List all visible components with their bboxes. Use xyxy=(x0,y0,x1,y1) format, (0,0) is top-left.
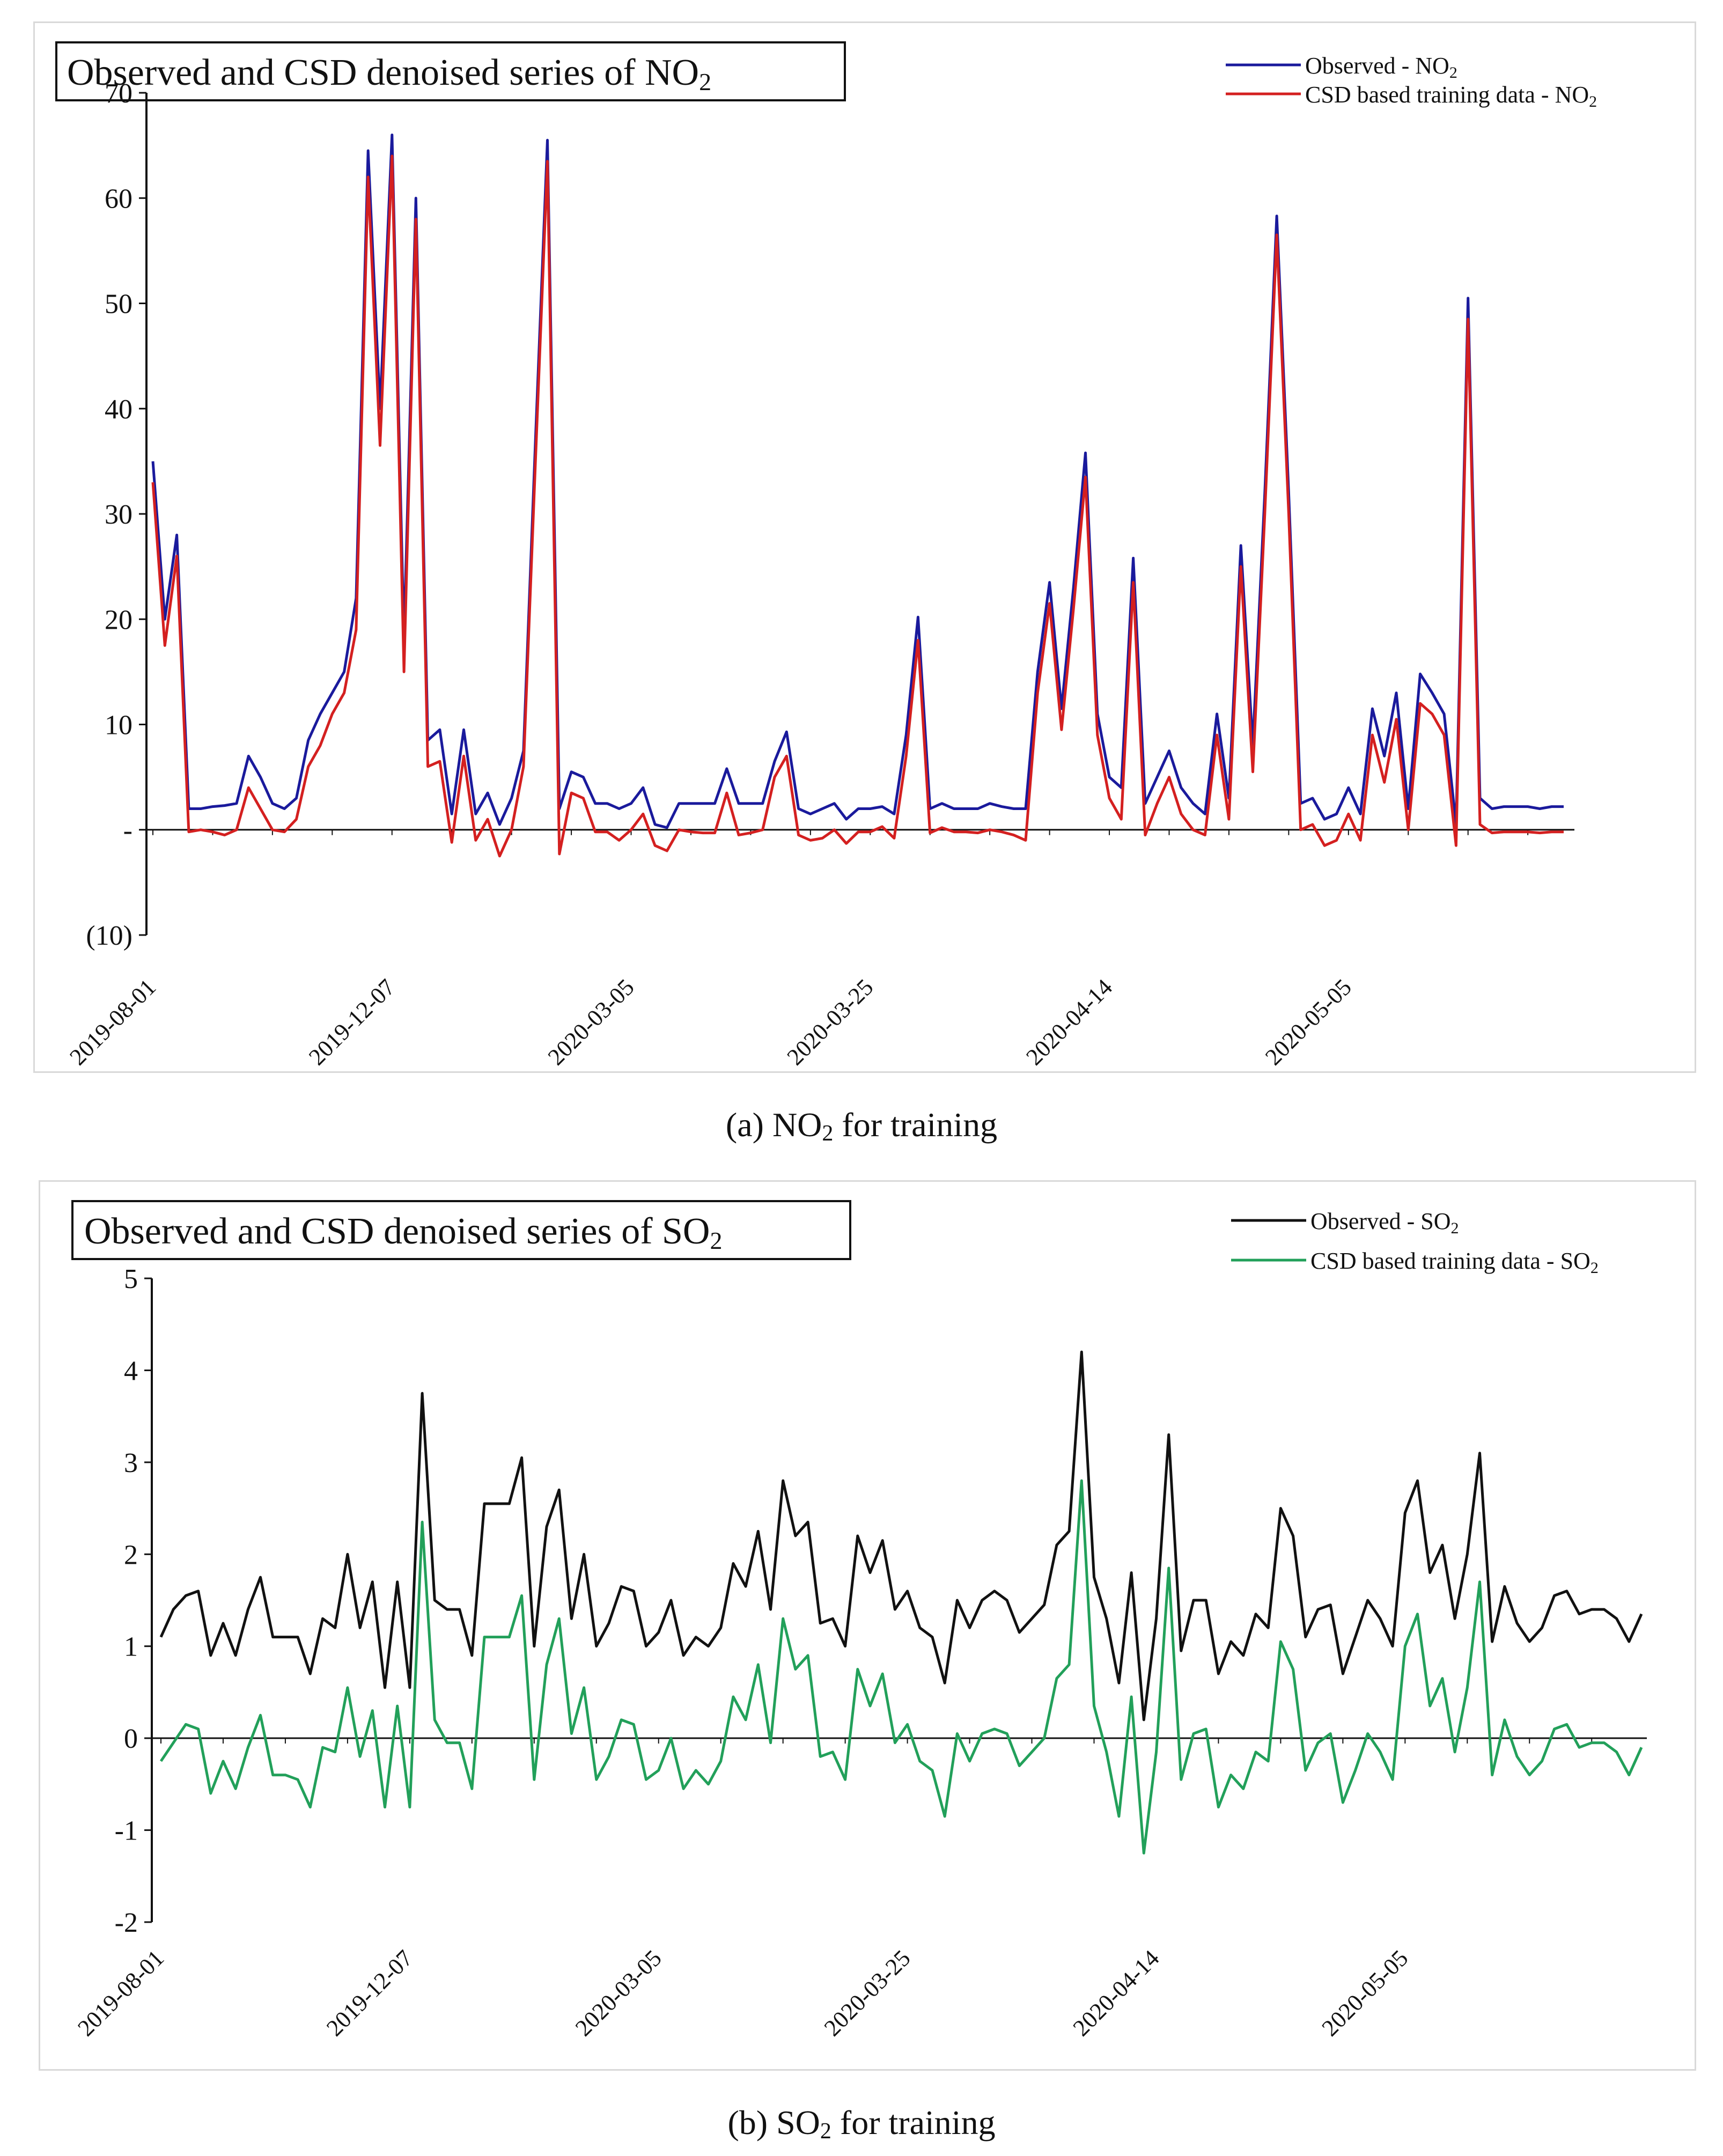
y-tick-label: 3 xyxy=(124,1448,138,1478)
y-tick-label: - xyxy=(123,815,132,846)
x-date-label: 2020-05-05 xyxy=(1260,974,1357,1070)
y-tick-label: -2 xyxy=(115,1908,138,1938)
series-line-training xyxy=(151,154,1564,858)
no2-series xyxy=(151,134,1564,858)
series-line-training xyxy=(159,1479,1643,1855)
caption-so2: (b) SO2 for training xyxy=(727,2103,996,2144)
series-line-observed xyxy=(151,134,1564,829)
chart-panel-no2: Observed and CSD denoised series of NO2 … xyxy=(33,21,1696,1073)
y-tick-label: 30 xyxy=(105,499,132,530)
no2-chart-title: Observed and CSD denoised series of NO2 xyxy=(67,52,711,95)
x-date-label: 2020-03-25 xyxy=(819,1945,916,2041)
y-tick-label: (10) xyxy=(86,921,132,951)
y-tick-label: 0 xyxy=(124,1724,138,1754)
legend-label-training-no2: CSD based training data - NO2 xyxy=(1305,82,1597,111)
no2-title-box xyxy=(55,41,846,101)
y-tick-label: 10 xyxy=(105,710,132,741)
y-tick-label: 50 xyxy=(105,289,132,320)
y-tick-label: 40 xyxy=(105,394,132,425)
x-date-label: 2019-08-01 xyxy=(64,974,161,1070)
chart-panel-so2: Observed and CSD denoised series of SO2 … xyxy=(39,1180,1696,2071)
y-tick-label: 4 xyxy=(124,1356,138,1386)
so2-legend: Observed - SO2 CSD based training data -… xyxy=(1231,1208,1599,1277)
y-tick-label: 60 xyxy=(105,183,132,214)
y-tick-label: 5 xyxy=(124,1264,138,1294)
y-tick-label: 20 xyxy=(105,605,132,635)
x-date-label: 2020-04-14 xyxy=(1021,974,1117,1070)
x-date-label: 2019-12-07 xyxy=(304,974,400,1070)
x-date-label: 2019-08-01 xyxy=(72,1945,169,2041)
legend-label-observed-so2: Observed - SO2 xyxy=(1310,1208,1459,1237)
so2-axes: 5 4 3 2 1 0 -1 -2 2019-08-01 2019-12-07 2020-03-05… xyxy=(72,1264,1647,2041)
no2-legend: Observed - NO2 CSD based training data -… xyxy=(1226,53,1597,111)
no2-axes: 70 60 50 40 30 20 10 - (10) 2019-08-01 2019-12-07 2… xyxy=(64,78,1574,1070)
no2-chart: Observed and CSD denoised series of NO2 … xyxy=(55,41,1597,1070)
x-date-label: 2019-12-07 xyxy=(321,1945,418,2041)
y-tick-label: 70 xyxy=(105,78,132,109)
y-tick-label: -1 xyxy=(115,1816,138,1846)
so2-title-box xyxy=(71,1200,851,1260)
so2-chart: Observed and CSD denoised series of SO2 … xyxy=(71,1200,1647,2041)
legend-label-training-so2: CSD based training data - SO2 xyxy=(1310,1248,1599,1277)
x-date-label: 2020-05-05 xyxy=(1317,1945,1413,2041)
y-tick-label: 2 xyxy=(124,1540,138,1570)
x-date-label: 2020-03-05 xyxy=(570,1945,667,2041)
caption-no2: (a) NO2 for training xyxy=(725,1106,998,1146)
so2-chart-title: Observed and CSD denoised series of SO2 xyxy=(84,1211,722,1254)
y-tick-label: 1 xyxy=(124,1632,138,1662)
series-line-observed xyxy=(159,1350,1643,1721)
x-date-label: 2020-04-14 xyxy=(1068,1945,1165,2041)
so2-series xyxy=(159,1350,1643,1855)
legend-label-observed-no2: Observed - NO2 xyxy=(1305,53,1457,82)
x-date-label: 2020-03-05 xyxy=(543,974,639,1070)
x-date-label: 2020-03-25 xyxy=(782,974,879,1070)
